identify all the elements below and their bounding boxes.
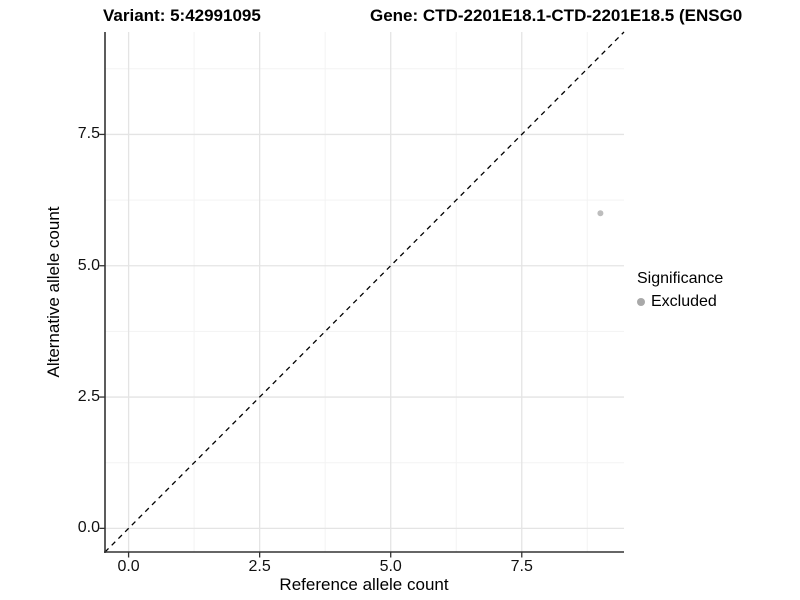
x-tick-label: 2.5 bbox=[248, 558, 271, 575]
y-tick-label: 2.5 bbox=[77, 388, 100, 406]
variant-title: Variant: 5:42991095 bbox=[103, 6, 261, 25]
gene-title: Gene: CTD-2201E18.1-CTD-2201E18.5 (ENSG0 bbox=[370, 6, 743, 25]
y-tick-label: 0.0 bbox=[77, 519, 100, 537]
excluded-point-icon bbox=[637, 298, 645, 306]
x-axis-title: Reference allele count bbox=[279, 575, 449, 594]
legend-item-excluded: Excluded bbox=[637, 293, 723, 311]
x-tick-label: 7.5 bbox=[510, 558, 533, 575]
x-tick-label: 5.0 bbox=[379, 558, 402, 575]
identity-line bbox=[104, 31, 625, 553]
legend-title: Significance bbox=[637, 270, 724, 287]
data-point bbox=[597, 210, 604, 217]
legend: Significance Excluded bbox=[637, 270, 723, 311]
legend-item-label: Excluded bbox=[651, 293, 717, 310]
y-tick-label: 5.0 bbox=[77, 256, 100, 274]
x-tick-label: 0.0 bbox=[117, 558, 140, 575]
y-axis-title: Alternative allele count bbox=[44, 206, 63, 378]
y-tick-label: 7.5 bbox=[77, 125, 100, 143]
